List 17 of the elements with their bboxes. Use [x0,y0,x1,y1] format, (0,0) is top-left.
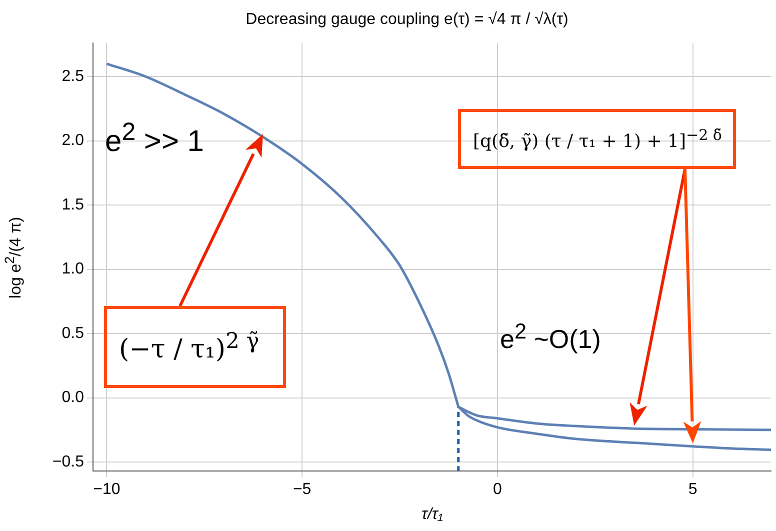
x-axis-title: τ/τ₁ [422,506,443,524]
x-tick-label: −5 [292,481,312,498]
annotation: e$^{2}$ >> 1 [105,118,204,158]
y-tick-label: 1.0 [62,260,84,278]
y-tick-label: −0.5 [52,453,84,470]
annotation: (−τ / τ₁)$^{2 γ̃}$ [119,329,260,365]
annotation: e$^{2}$ ~O(1) [500,318,601,354]
x-tick-label: 0 [493,481,502,498]
y-tick-label: 1.5 [62,196,84,214]
y-tick-label: 2.0 [62,132,84,150]
y-tick-label: 0.5 [62,324,84,342]
x-tick-label: 5 [688,481,698,498]
y-tick-label: 2.5 [62,68,84,86]
x-tick-label: −10 [93,481,120,498]
chart-title: Decreasing gauge coupling e(τ) = √4 π / √λ(τ) [246,11,568,28]
annotation: [q(δ̃, γ̃) (τ / τ₁ + 1) + 1]$^{−2 δ̃}$ [473,126,722,152]
y-tick-label: 0.0 [62,389,84,406]
